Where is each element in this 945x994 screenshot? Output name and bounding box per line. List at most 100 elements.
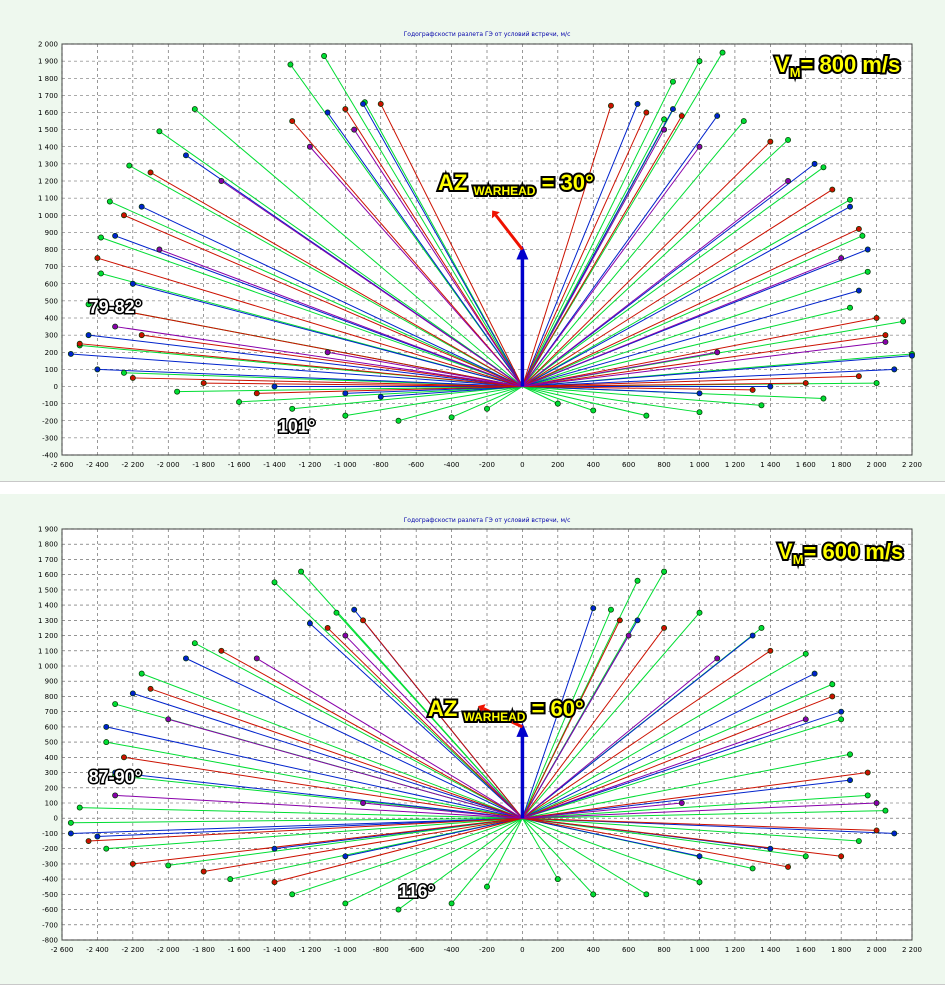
series-0-point (719, 49, 726, 56)
y-tick-label: 1 100 (38, 647, 58, 655)
series-0-ray (522, 817, 806, 857)
series-0-point (484, 405, 490, 412)
series-0-point (138, 670, 145, 677)
series-2-ray (256, 386, 523, 394)
series-0-ray (522, 386, 559, 405)
series-3-ray (309, 146, 523, 387)
series-1-point (138, 203, 145, 210)
series-1-point (669, 106, 676, 113)
series-3-ray (159, 249, 523, 387)
series-1-point (847, 777, 853, 784)
series-2-ray (132, 377, 523, 387)
series-0-ray (522, 753, 851, 819)
series-0-ray (106, 741, 523, 819)
angle-label: 116° (398, 881, 434, 901)
series-0-point (342, 900, 349, 907)
series-3-point (324, 349, 331, 356)
x-tick-label: -400 (444, 946, 460, 954)
series-2-point (616, 617, 623, 624)
y-tick-label: 1 500 (38, 586, 58, 594)
series-0-point (873, 380, 880, 387)
series-0-point (608, 606, 614, 613)
series-1-point (67, 351, 74, 357)
series-3-point (112, 792, 119, 799)
series-0-point (696, 609, 703, 616)
series-0-point (847, 751, 853, 758)
series-1-point (129, 280, 136, 287)
series-3-ray (168, 718, 523, 819)
series-2-point (767, 138, 774, 145)
y-tick-label: 600 (45, 723, 58, 731)
series-0-ray (345, 386, 523, 417)
x-tick-label: 2 200 (902, 461, 922, 469)
x-tick-label: -1 000 (334, 461, 357, 469)
series-0-point (882, 807, 889, 814)
y-tick-label: 0 (54, 815, 58, 823)
x-tick-label: -2 400 (86, 946, 109, 954)
series-0-ray (522, 235, 863, 387)
series-1-point (634, 617, 641, 624)
series-0-point (342, 412, 349, 419)
series-1-point (696, 853, 703, 860)
series-2-point (802, 380, 809, 387)
series-3-point (156, 246, 163, 253)
series-1-point (847, 203, 853, 210)
series-2-ray (79, 343, 523, 387)
velocity-label: VM= 800 m/s (775, 52, 900, 80)
series-2-point (855, 225, 862, 232)
chart-title: Годографскости разлета ГЭ от условий вст… (404, 31, 571, 38)
series-0-point (236, 398, 243, 405)
series-1-point (324, 109, 331, 116)
series-0-point (103, 845, 110, 852)
series-1-point (306, 620, 313, 627)
series-3-point (802, 716, 809, 723)
series-3-point (873, 800, 880, 806)
series-1-point (634, 100, 641, 107)
series-2-point (838, 853, 845, 860)
x-tick-label: -600 (408, 946, 424, 954)
x-tick-label: -1 400 (263, 946, 286, 954)
series-0-ray (522, 817, 647, 895)
series-0-ray (521, 81, 674, 387)
series-0-ray (486, 817, 523, 887)
x-tick-label: 1 800 (831, 461, 851, 469)
series-1-point (891, 366, 898, 373)
series-1-point (909, 352, 915, 359)
series-3-point (696, 143, 703, 150)
x-tick-label: 1 200 (725, 946, 745, 954)
series-2-point (76, 340, 83, 347)
y-tick-label: 100 (45, 366, 58, 374)
series-2-ray (522, 141, 771, 387)
series-2-point (324, 624, 331, 631)
series-3-ray (521, 129, 665, 387)
series-0-point (864, 268, 871, 275)
series-0-ray (451, 386, 523, 418)
series-0-ray (177, 386, 523, 393)
y-tick-label: 1 300 (38, 160, 58, 168)
velocity-arrowhead (516, 722, 529, 737)
series-3-ray (522, 802, 877, 819)
series-0-ray (522, 307, 851, 387)
x-tick-label: 800 (657, 461, 670, 469)
series-1-point (94, 366, 101, 373)
series-1-ray (345, 817, 523, 857)
series-3-ray (522, 718, 806, 819)
y-tick-label: 900 (45, 229, 58, 237)
y-tick-label: -400 (42, 452, 58, 460)
series-0-point (740, 118, 747, 125)
series-0-point (696, 409, 703, 416)
series-1-ray (132, 283, 523, 387)
series-2-ray (141, 334, 523, 387)
series-2-point (608, 102, 614, 109)
series-0-ray (345, 817, 523, 904)
series-2-ray (123, 756, 523, 819)
series-2-point (829, 186, 836, 193)
series-3-point (253, 655, 260, 662)
series-2-ray (522, 650, 771, 819)
series-2-ray (203, 817, 523, 872)
x-tick-label: 800 (657, 946, 670, 954)
series-3-point (661, 126, 668, 133)
series-2-ray (522, 317, 877, 387)
series-0-ray (522, 386, 762, 406)
series-1-point (891, 830, 898, 837)
